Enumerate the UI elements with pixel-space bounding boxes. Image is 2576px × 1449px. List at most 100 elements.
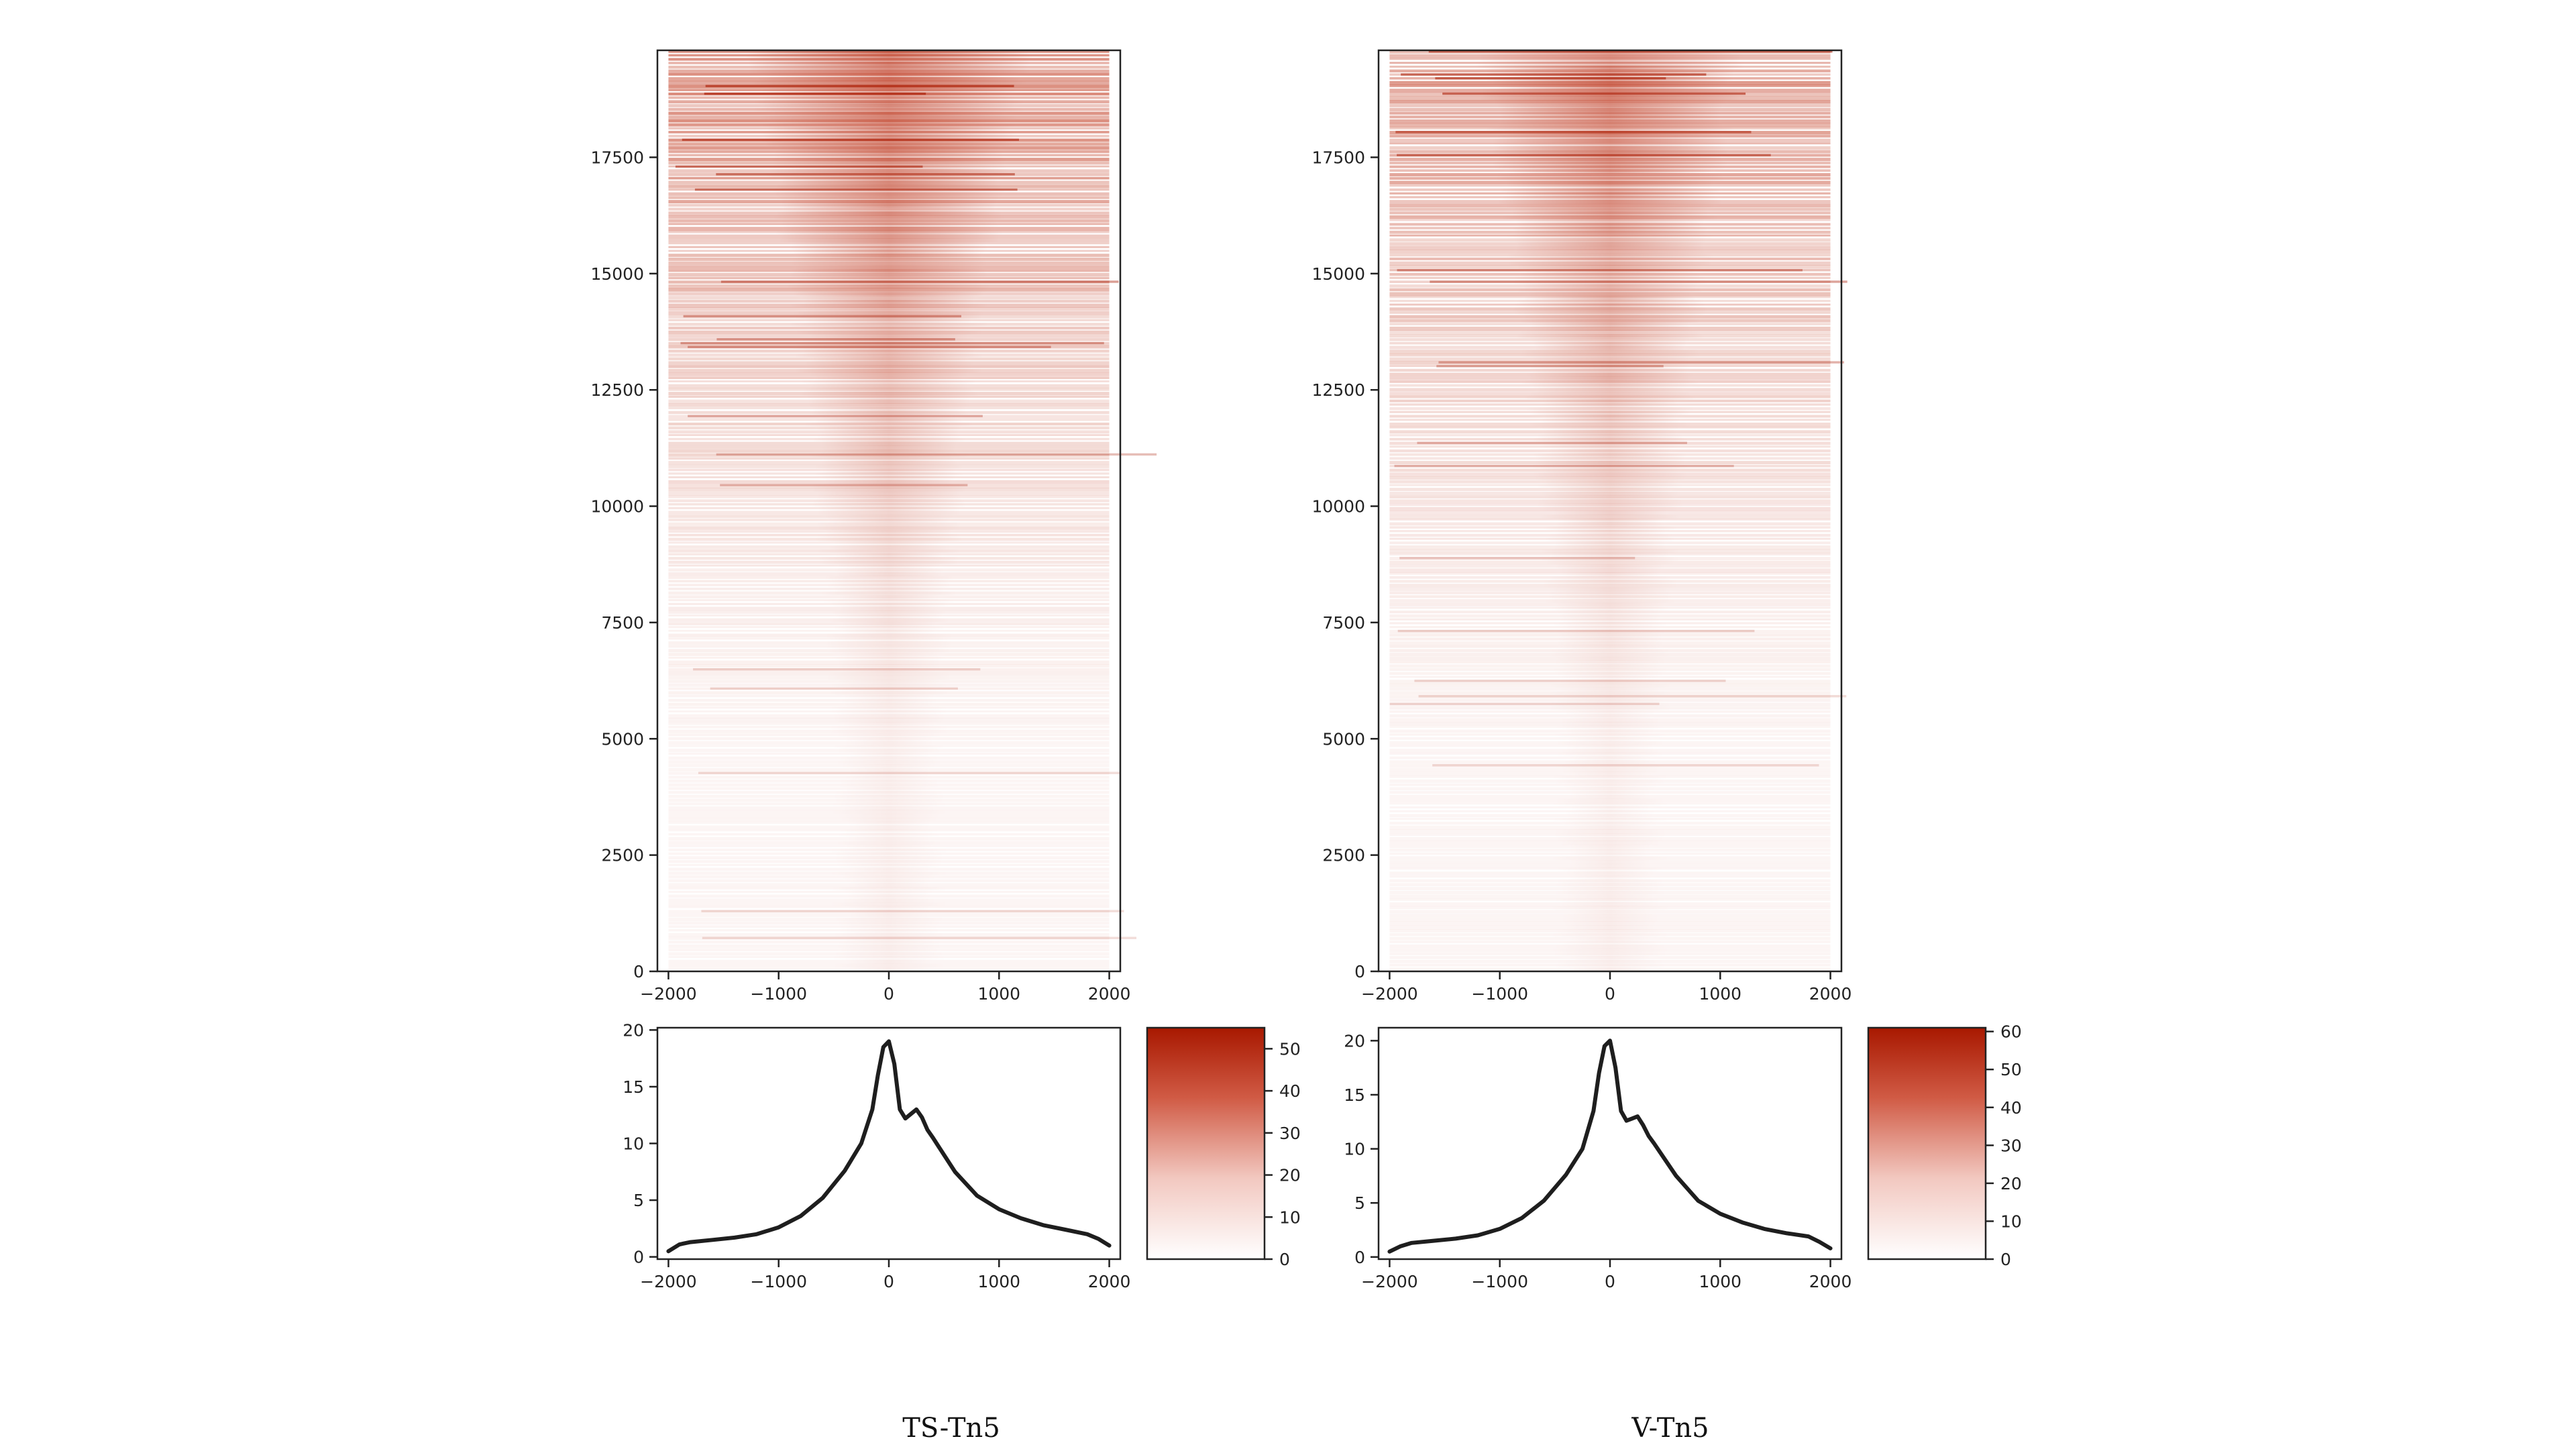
heatmap-stripe bbox=[1417, 441, 1687, 444]
heatmap-row-center bbox=[1553, 829, 1667, 834]
heatmap-row-center bbox=[1514, 303, 1706, 308]
heatmap-row-center bbox=[837, 921, 941, 926]
heatmap-row-center bbox=[1552, 898, 1668, 903]
heatmap-row-center bbox=[1565, 894, 1655, 899]
heatmap-row-center bbox=[795, 368, 983, 373]
heatmap-row-center bbox=[829, 683, 949, 688]
heatmap-row-center bbox=[790, 242, 987, 247]
heatmap-row-center bbox=[802, 388, 975, 392]
profile-x-tick-label: 2000 bbox=[1809, 1272, 1852, 1291]
heatmap-row-center bbox=[837, 564, 941, 569]
colorbar-tick-label: 20 bbox=[2000, 1174, 2022, 1193]
heatmap-row-center bbox=[806, 395, 972, 400]
heatmap-row-center bbox=[842, 806, 936, 811]
heatmap-row-center bbox=[822, 599, 956, 604]
heatmap-stripe bbox=[688, 345, 1051, 348]
heatmap-row-center bbox=[809, 372, 969, 377]
heatmap-row-center bbox=[828, 710, 949, 714]
heatmap-row-center bbox=[1525, 407, 1695, 412]
heatmap-row-center bbox=[1554, 725, 1666, 730]
heatmap-row-center bbox=[760, 131, 1018, 136]
heatmap-row-center bbox=[1555, 522, 1665, 527]
heatmap-row-center bbox=[1531, 464, 1689, 469]
heatmap-row-center bbox=[836, 863, 942, 868]
heatmap-row-center bbox=[1556, 672, 1664, 676]
heatmap-row-center bbox=[833, 852, 945, 857]
heatmap-row-center bbox=[1554, 564, 1666, 569]
heatmap-row-center bbox=[816, 491, 961, 496]
heatmap-row-center bbox=[826, 672, 951, 676]
heatmap-row-center bbox=[1550, 856, 1670, 861]
heatmap-row-center bbox=[835, 553, 943, 557]
colorbar-tick-label: 0 bbox=[1279, 1250, 1290, 1269]
heatmap-row-center bbox=[808, 384, 969, 388]
heatmap-row-center bbox=[1499, 107, 1721, 112]
heatmap-row-center bbox=[823, 576, 955, 580]
heatmap-row-center bbox=[1500, 115, 1720, 120]
heatmap-row-center bbox=[838, 829, 940, 834]
heatmap-row-center bbox=[827, 545, 951, 549]
heatmap-row-center bbox=[778, 238, 1000, 243]
heatmap-row-center bbox=[747, 58, 1031, 62]
heatmap-row-center bbox=[779, 223, 999, 227]
profile-x-tick-label: −1000 bbox=[1471, 1272, 1528, 1291]
heatmap-row-center bbox=[828, 618, 950, 623]
heatmap-row-center bbox=[1534, 476, 1686, 481]
heatmap-row-center bbox=[1542, 580, 1678, 584]
heatmap-stripe bbox=[705, 85, 1014, 87]
colorbar-tick-label: 30 bbox=[2000, 1136, 2022, 1155]
colorbar-tick-label: 40 bbox=[1279, 1081, 1301, 1101]
heatmap-row-center bbox=[1564, 871, 1656, 876]
heatmap-row-center bbox=[790, 269, 987, 274]
heatmap-row-center bbox=[830, 956, 947, 961]
heatmap-row-center bbox=[1547, 591, 1673, 596]
heatmap-row-center bbox=[1491, 161, 1729, 166]
heatmap-row-center bbox=[1562, 921, 1658, 926]
heatmap-row-center bbox=[1528, 376, 1692, 381]
colorbar-gradient bbox=[1147, 1028, 1265, 1259]
heatmap-row-center bbox=[838, 779, 940, 784]
heatmap-row-center bbox=[747, 69, 1030, 74]
heatmap-row-center bbox=[810, 357, 968, 362]
heatmap-row-center bbox=[1507, 261, 1713, 266]
profile-y-tick-label: 20 bbox=[623, 1020, 644, 1040]
heatmap-row-center bbox=[1541, 441, 1679, 446]
heatmap-row-center bbox=[847, 767, 930, 772]
heatmap-y-tick-label: 15000 bbox=[590, 264, 644, 284]
heatmap-row-center bbox=[833, 952, 945, 957]
heatmap-row-center bbox=[1512, 280, 1708, 285]
heatmap-row-center bbox=[843, 775, 934, 780]
heatmap-row-center bbox=[1497, 104, 1723, 109]
heatmap-row-center bbox=[833, 798, 945, 803]
heatmap-row-center bbox=[835, 760, 943, 765]
heatmap-row-center bbox=[1561, 695, 1659, 700]
heatmap-stripe bbox=[716, 173, 1015, 176]
heatmap-x-tick-label: 2000 bbox=[1088, 984, 1131, 1004]
heatmap-row-center bbox=[844, 737, 934, 742]
heatmap-y-tick-label: 2500 bbox=[1322, 846, 1365, 865]
heatmap-y-tick-label: 7500 bbox=[1322, 613, 1365, 633]
heatmap bbox=[1389, 50, 1847, 972]
heatmap-row-center bbox=[1560, 914, 1660, 918]
heatmap-row-center bbox=[816, 533, 962, 538]
profile-y-tick-label: 15 bbox=[1344, 1085, 1365, 1105]
heatmap-row-center bbox=[792, 345, 986, 350]
heatmap-row-center bbox=[1513, 276, 1707, 281]
heatmap-row-center bbox=[762, 104, 1016, 109]
heatmap-row-center bbox=[821, 445, 957, 450]
heatmap-row-center bbox=[1568, 714, 1652, 718]
heatmap-row-center bbox=[789, 323, 989, 327]
heatmap-row-center bbox=[832, 794, 946, 799]
heatmap-row-center bbox=[1540, 419, 1680, 423]
heatmap-row-center bbox=[793, 311, 985, 316]
heatmap-row-center bbox=[1567, 852, 1653, 857]
heatmap-row-center bbox=[843, 702, 935, 707]
profile-frame bbox=[1377, 1026, 1843, 1260]
heatmap-row-center bbox=[773, 154, 1004, 158]
heatmap-row-center bbox=[1505, 203, 1715, 208]
heatmap-row-center bbox=[832, 718, 946, 722]
colorbar-tick-label: 10 bbox=[2000, 1212, 2022, 1231]
heatmap-row-center bbox=[833, 587, 945, 592]
heatmap-row-center bbox=[828, 580, 950, 584]
heatmap-y-tick-label: 7500 bbox=[601, 613, 644, 633]
